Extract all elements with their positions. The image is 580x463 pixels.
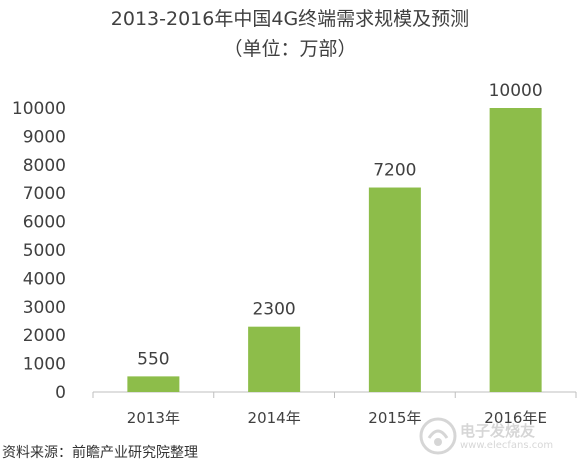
- y-tick-label: 2000: [23, 326, 66, 346]
- chart-subtitle: （单位：万部）: [223, 38, 357, 60]
- y-tick-label: 3000: [23, 298, 66, 318]
- source-note: 资料来源：前瞻产业研究院整理: [2, 445, 198, 461]
- x-tick-label: 2013年: [127, 409, 180, 427]
- bar: [248, 326, 301, 392]
- x-tick-label: 2015年: [368, 409, 421, 427]
- bar: [127, 376, 180, 392]
- y-tick-label: 8000: [23, 156, 66, 176]
- x-tick-label: 2014年: [248, 409, 301, 427]
- y-tick-label: 1000: [23, 355, 66, 375]
- y-tick-label: 6000: [23, 213, 66, 233]
- chart-title: 2013-2016年中国4G终端需求规模及预测: [110, 8, 470, 30]
- data-label: 2300: [252, 300, 295, 320]
- watermark-text: 电子发烧友: [460, 422, 536, 440]
- y-tick-label: 10000: [12, 99, 66, 119]
- watermark-url: www.elecfans.com: [460, 440, 554, 451]
- data-label: 550: [137, 349, 169, 369]
- y-tick-label: 0: [55, 383, 66, 403]
- data-label: 10000: [489, 81, 543, 101]
- y-tick-label: 7000: [23, 184, 66, 204]
- y-tick-label: 5000: [23, 241, 66, 261]
- x-tick-label: 2016年E: [484, 409, 547, 427]
- watermark: 电子发烧友 www.elecfans.com: [416, 414, 578, 460]
- bar: [368, 187, 421, 392]
- bar: [489, 108, 542, 392]
- data-label: 7200: [373, 161, 416, 181]
- y-tick-label: 9000: [23, 127, 66, 147]
- watermark-logo-icon: [419, 417, 457, 455]
- y-tick-label: 4000: [23, 269, 66, 289]
